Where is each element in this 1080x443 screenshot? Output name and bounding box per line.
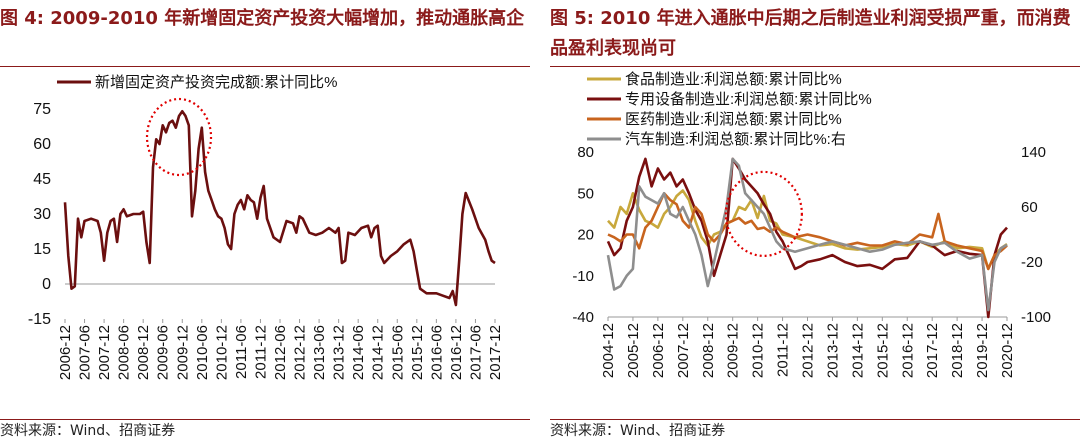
x-tick-label: 2018-12 [949, 323, 966, 378]
x-tick-label: 2016-12 [899, 323, 916, 378]
y-tick-label: 50 [577, 185, 594, 202]
x-tick-label: 2017-06 [467, 325, 484, 380]
chart-right: -40 -10 20 50 80 -100 -20 60 140 2004-12 2005-12 20… [572, 71, 1051, 378]
x-tick-label: 2010-12 [750, 323, 767, 378]
figure-left: 图 4: 2009-2010 年新增固定资产投资大幅增加，推动通胀高企 -15 0… [0, 0, 530, 443]
x-tick-label: 2013-06 [311, 325, 328, 380]
x-tick-label: 2017-12 [924, 323, 941, 378]
x-tick-label: 2016-12 [448, 325, 465, 380]
y-tick-label: 75 [33, 101, 51, 118]
figure-title: 图 5: 2010 年进入通胀中后期之后制造业利润受损严重，而消费品盈利表现尚可 [550, 8, 1071, 59]
x-tick-label: 2019-12 [974, 323, 991, 378]
x-tick-label: 2013-12 [824, 323, 841, 378]
legend-label: 医药制造业:利润总额:累计同比% [625, 111, 842, 128]
x-tick-label: 2012-06 [272, 325, 289, 380]
source-rule [550, 419, 1080, 420]
x-tick-label: 2009-06 [155, 325, 172, 380]
x-tick-label: 2008-06 [116, 325, 133, 380]
x-tick-label: 2011-12 [252, 325, 269, 379]
x-tick-label: 2015-12 [874, 323, 891, 378]
x-tick-label: 2014-12 [370, 325, 387, 380]
x-tick-label: 2006-12 [650, 323, 667, 378]
legend-label: 食品制造业:利润总额:累计同比% [625, 71, 842, 88]
highlight-ellipse [724, 170, 803, 257]
source-rule [0, 419, 530, 420]
y-right-tick-label: -20 [1021, 254, 1043, 271]
legend-label: 新增固定资产投资完成额:累计同比% [95, 74, 338, 91]
x-tick-label: 2008-12 [135, 325, 152, 380]
legend-label: 专用设备制造业:利润总额:累计同比% [625, 91, 872, 108]
series-line [606, 157, 1008, 319]
x-tick-label: 2016-06 [428, 325, 445, 380]
x-tick-label: 2004-12 [600, 323, 617, 378]
highlight-ellipse [145, 97, 213, 177]
legend-label: 汽车制造:利润总额:累计同比%:右 [625, 131, 846, 148]
y-tick-label: 0 [42, 276, 51, 293]
x-tick-label: 2005-12 [625, 323, 642, 378]
x-tick-label: 2015-06 [389, 325, 406, 380]
y-tick-label: 60 [33, 136, 51, 153]
y-tick-label: -40 [572, 309, 594, 326]
series-line [606, 157, 1008, 312]
x-tick-label: 2009-12 [174, 325, 191, 380]
y-right-tick-label: 140 [1021, 144, 1046, 161]
figure-title: 图 4: 2009-2010 年新增固定资产投资大幅增加，推动通胀高企 [0, 8, 525, 29]
x-tick-label: 2006-12 [57, 325, 74, 380]
y-tick-label: 20 [577, 227, 594, 244]
x-tick-label: 2007-12 [675, 323, 692, 378]
x-tick-label: 2012-12 [292, 325, 309, 380]
series-line [63, 110, 496, 307]
title-rule [0, 66, 530, 67]
y-tick-label: 45 [33, 171, 51, 188]
y-right-tick-label: -100 [1021, 309, 1051, 326]
x-tick-label: 2020-12 [999, 323, 1016, 378]
x-tick-label: 2007-06 [77, 325, 94, 380]
source-note: 资料来源：Wind、招商证券 [550, 423, 726, 439]
x-tick-label: 2015-12 [409, 325, 426, 380]
x-tick-label: 2014-12 [849, 323, 866, 378]
series-line [607, 192, 1008, 271]
y-right-tick-label: 60 [1021, 199, 1038, 216]
x-tick-label: 2010-12 [213, 325, 230, 380]
x-tick-label: 2012-12 [800, 323, 817, 378]
y-tick-label: -10 [572, 268, 594, 285]
x-tick-label: 2011-12 [775, 323, 792, 377]
y-tick-label: 15 [33, 241, 51, 258]
x-tick-label: 2013-12 [331, 325, 348, 380]
x-tick-label: 2008-12 [700, 323, 717, 378]
y-tick-label: 30 [33, 206, 51, 223]
x-tick-label: 2010-06 [194, 325, 211, 380]
x-tick-label: 2007-12 [96, 325, 113, 380]
y-tick-label: -15 [28, 311, 51, 328]
x-tick-label: 2009-12 [725, 323, 742, 378]
title-rule [550, 66, 1080, 67]
x-tick-label: 2014-06 [350, 325, 367, 380]
y-tick-label: 80 [577, 144, 594, 161]
figure-right: 图 5: 2010 年进入通胀中后期之后制造业利润受损严重，而消费品盈利表现尚可… [550, 0, 1080, 443]
x-tick-label: 2011-06 [233, 325, 250, 379]
source-note: 资料来源：Wind、招商证券 [0, 423, 176, 439]
x-tick-label: 2017-12 [487, 325, 504, 380]
